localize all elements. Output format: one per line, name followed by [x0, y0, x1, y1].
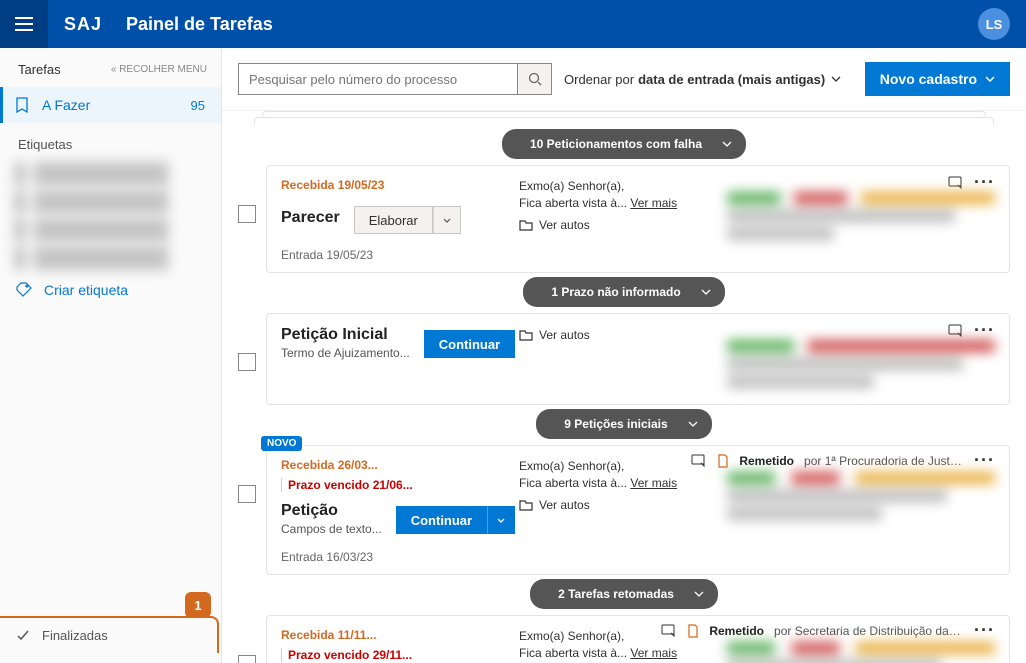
menu-toggle[interactable]: [0, 0, 48, 48]
document-icon: [717, 454, 729, 468]
more-menu[interactable]: ···: [974, 620, 995, 641]
received-date: Recebida 19/05/23: [281, 178, 384, 192]
task-checkbox[interactable]: [238, 353, 256, 371]
ver-mais-link[interactable]: Ver mais: [630, 476, 677, 490]
app-logo: SAJ: [64, 14, 102, 35]
folder-icon: [519, 218, 533, 232]
sidebar-item-label: A Fazer: [42, 97, 90, 113]
task-action[interactable]: Elaborar: [354, 206, 461, 234]
callout-marker: 1: [185, 592, 211, 618]
task-card: NOVO Recebida 26/03... Prazo vencido 21/…: [266, 445, 1010, 575]
toolbar: Ordenar por data de entrada (mais antiga…: [222, 48, 1026, 111]
tag-item[interactable]: [14, 218, 207, 242]
page-title: Painel de Tarefas: [126, 14, 978, 35]
entry-date: Entrada 16/03/23: [281, 550, 501, 564]
task-title: Parecer: [281, 209, 340, 227]
more-menu[interactable]: ···: [974, 450, 995, 471]
more-menu[interactable]: ···: [974, 320, 995, 341]
task-title: Petição Inicial: [281, 326, 410, 344]
chevron-down-icon: [831, 76, 841, 82]
task-checkbox[interactable]: [238, 205, 256, 223]
action-split[interactable]: [487, 506, 515, 534]
collapse-menu[interactable]: « RECOLHER MENU: [111, 64, 207, 75]
sidebar-item-count: 95: [191, 98, 205, 113]
received-date: Recebida 26/03...: [281, 458, 378, 472]
chevron-down-icon: [985, 76, 995, 82]
message-icon[interactable]: [691, 454, 707, 468]
task-title: Petição: [281, 502, 382, 520]
message-icon[interactable]: [948, 324, 964, 338]
tag-item[interactable]: [14, 246, 207, 270]
action-split[interactable]: [433, 206, 461, 234]
search-button[interactable]: [518, 63, 552, 95]
ver-mais-link[interactable]: Ver mais: [630, 646, 677, 660]
create-tag[interactable]: Criar etiqueta: [0, 272, 221, 308]
sidebar-item-todo[interactable]: A Fazer 95: [0, 87, 221, 123]
task-list: 10 Peticionamentos com falha Recebida 19…: [222, 111, 1026, 663]
message-icon[interactable]: [661, 624, 677, 638]
group-pill[interactable]: 1 Prazo não informado: [238, 277, 1010, 307]
task-checkbox[interactable]: [238, 655, 256, 663]
group-pill[interactable]: 2 Tarefas retomadas: [238, 579, 1010, 609]
folder-icon: [519, 328, 533, 342]
sidebar-section-tags: Etiquetas: [0, 123, 221, 160]
sidebar: Tarefas « RECOLHER MENU A Fazer 95 Etiqu…: [0, 48, 222, 663]
document-icon: [687, 624, 699, 638]
new-button[interactable]: Novo cadastro: [865, 62, 1010, 96]
new-badge: NOVO: [261, 436, 302, 451]
sort-dropdown[interactable]: Ordenar por data de entrada (mais antiga…: [564, 72, 841, 87]
tag-plus-icon: [16, 282, 34, 298]
task-subtitle: Termo de Ajuizamento...: [281, 346, 410, 360]
group-pill[interactable]: 9 Petições iniciais: [238, 409, 1010, 439]
search-icon: [528, 72, 542, 86]
more-menu[interactable]: ···: [974, 172, 995, 193]
task-card: Petição Inicial Termo de Ajuizamento... …: [266, 313, 1010, 405]
tag-item[interactable]: [14, 162, 207, 186]
message-icon[interactable]: [948, 176, 964, 190]
sidebar-item-finalizadas[interactable]: Finalizadas: [0, 616, 219, 653]
task-checkbox[interactable]: [238, 485, 256, 503]
ver-mais-link[interactable]: Ver mais: [630, 196, 677, 210]
user-avatar[interactable]: LS: [978, 8, 1010, 40]
task-action[interactable]: Continuar: [424, 330, 515, 358]
check-icon: [16, 629, 32, 643]
group-pill[interactable]: 10 Peticionamentos com falha: [238, 129, 1010, 159]
ver-autos-link[interactable]: Ver autos: [519, 328, 709, 342]
search-input[interactable]: [238, 63, 518, 95]
due-date: Prazo vencido 21/06...: [281, 478, 413, 492]
sidebar-section-tasks: Tarefas: [18, 62, 61, 77]
task-card: Recebida 19/05/23 Parecer Elaborar: [266, 165, 1010, 273]
ver-autos-link[interactable]: Ver autos: [519, 498, 709, 512]
tag-item[interactable]: [14, 190, 207, 214]
received-date: Recebida 11/11...: [281, 628, 376, 642]
ver-autos-link[interactable]: Ver autos: [519, 218, 709, 232]
bookmark-icon: [14, 97, 32, 113]
task-subtitle: Campos de texto...: [281, 522, 382, 536]
folder-icon: [519, 498, 533, 512]
task-action[interactable]: Continuar: [396, 506, 515, 534]
top-bar: SAJ Painel de Tarefas LS: [0, 0, 1026, 48]
due-date: Prazo vencido 29/11...: [281, 648, 412, 662]
task-card: Recebida 11/11... Prazo vencido 29/11...…: [266, 615, 1010, 663]
entry-date: Entrada 19/05/23: [281, 248, 501, 262]
